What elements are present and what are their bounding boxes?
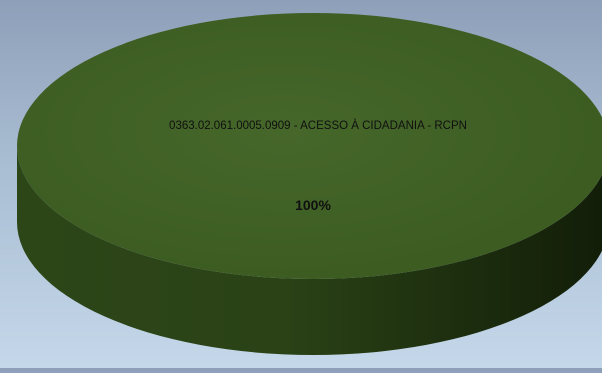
pie-slice-category-label: 0363.02.061.0005.0909 - ACESSO À CIDADAN… <box>169 119 467 132</box>
pie-slice-value-label: 100% <box>295 197 331 213</box>
pie-slice-side-0 <box>17 146 602 355</box>
pie-slices <box>17 13 602 355</box>
pie-labels: 0363.02.061.0005.0909 - ACESSO À CIDADAN… <box>169 119 467 213</box>
pie-slice-0 <box>17 13 602 279</box>
